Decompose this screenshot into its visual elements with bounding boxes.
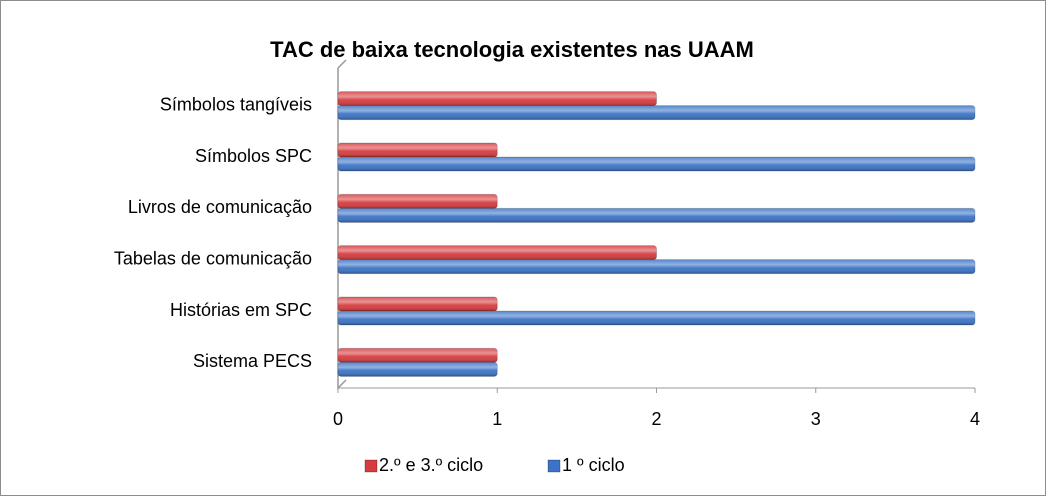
x-tick-label: 0	[333, 409, 343, 429]
bar-shine	[338, 143, 498, 157]
bar-shine	[338, 311, 975, 325]
legend-swatch	[364, 459, 378, 473]
x-tick-label: 3	[811, 409, 821, 429]
y-tick-label: Livros de comunicação	[128, 197, 312, 217]
bar-shine	[338, 348, 498, 363]
bar-shine	[338, 297, 498, 311]
bar-shine	[338, 259, 975, 274]
legend-label: 1 º ciclo	[562, 455, 625, 475]
x-tick-label: 1	[492, 409, 502, 429]
bar-shine	[338, 157, 975, 171]
bar-shine	[338, 194, 498, 209]
bar-shine	[338, 91, 657, 106]
legend-swatch	[547, 459, 561, 473]
y-tick-label: Histórias em SPC	[170, 300, 312, 320]
bar-shine	[338, 362, 498, 377]
bar-shine	[338, 105, 975, 120]
y-tick-label: Sistema PECS	[193, 351, 312, 371]
legend-label: 2.º e 3.º ciclo	[379, 455, 483, 475]
y-tick-label: Símbolos SPC	[195, 146, 312, 166]
chart-title: TAC de baixa tecnologia existentes nas U…	[270, 37, 754, 62]
y-tick-label: Símbolos tangíveis	[160, 94, 312, 114]
bar-shine	[338, 245, 657, 260]
x-tick-label: 2	[651, 409, 661, 429]
plot-area: 0 1 2 3 4 Símbolos tangíveis Símbolos SPC Livro…	[114, 59, 980, 475]
y-tick-label: Tabelas de comunicação	[114, 248, 312, 268]
bar-shine	[338, 208, 975, 223]
x-tick-label: 4	[970, 409, 980, 429]
